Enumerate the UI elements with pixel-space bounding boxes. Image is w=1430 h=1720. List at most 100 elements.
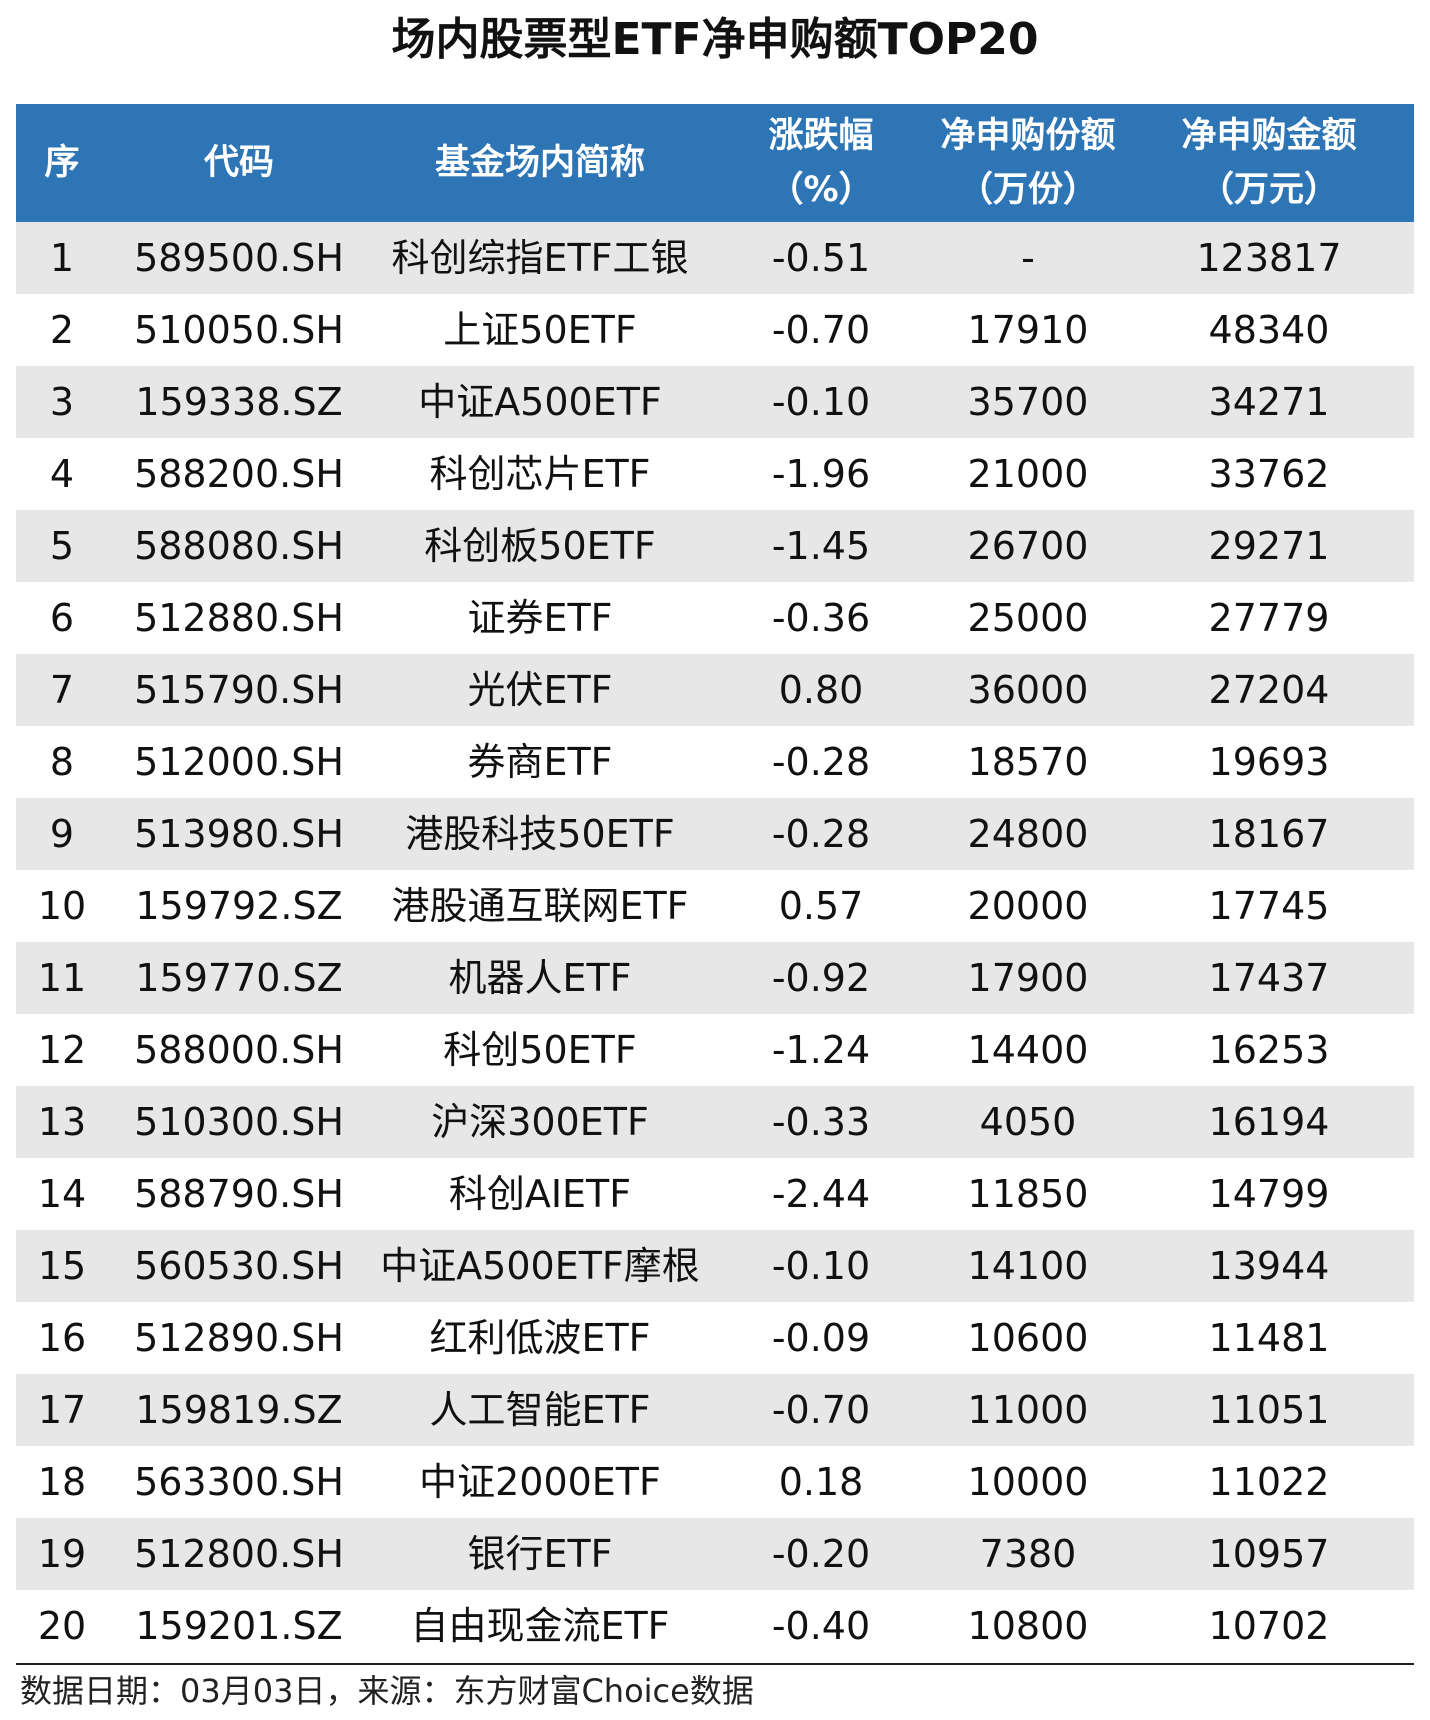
cell: 科创芯片ETF — [429, 452, 651, 496]
cell: 563300.SH — [134, 1460, 344, 1504]
cell: 9 — [16, 798, 108, 870]
column-header: 净申购金额 （万元） — [1124, 104, 1414, 222]
cell: 16253 — [1208, 1028, 1330, 1072]
cell: 11481 — [1208, 1316, 1330, 1360]
cell: 10000 — [967, 1460, 1089, 1504]
column-header: 序 — [16, 104, 108, 222]
cell: -0.70 — [771, 308, 871, 352]
cell: 16 — [37, 1316, 87, 1360]
cell: 2 — [49, 308, 75, 352]
cell: -0.51 — [710, 222, 932, 294]
cell: -0.10 — [710, 1230, 932, 1302]
cell: 中证A500ETF摩根 — [370, 1230, 710, 1302]
cell: 512800.SH — [108, 1518, 370, 1590]
cell: -0.09 — [771, 1316, 871, 1360]
cell: 0.18 — [778, 1460, 864, 1504]
cell: - — [932, 222, 1124, 294]
table-row: 10 159792.SZ 港股通互联网ETF 0.57 20000 17745 — [16, 870, 1414, 942]
cell: 33762 — [1208, 452, 1330, 496]
cell: 18 — [37, 1460, 87, 1504]
cell: 588000.SH — [134, 1028, 344, 1072]
cell: 512890.SH — [134, 1316, 344, 1360]
cell: 银行ETF — [370, 1518, 710, 1590]
table-row: 7 515790.SH 光伏ETF 0.80 36000 27204 — [16, 654, 1414, 726]
cell: 17900 — [932, 942, 1124, 1014]
cell: 12 — [37, 1028, 87, 1072]
cell: 19 — [16, 1518, 108, 1590]
cell: 7380 — [932, 1518, 1124, 1590]
cell: 11051 — [1124, 1374, 1414, 1446]
cell: 29271 — [1124, 510, 1414, 582]
cell: 14100 — [932, 1230, 1124, 1302]
cell: 17745 — [1208, 884, 1330, 928]
cell: 港股通互联网ETF — [391, 884, 689, 928]
cell: 14400 — [967, 1028, 1089, 1072]
cell: 588080.SH — [108, 510, 370, 582]
cell: 36000 — [932, 654, 1124, 726]
table-row: 19 512800.SH 银行ETF -0.20 7380 10957 — [16, 1518, 1414, 1590]
cell: 24800 — [932, 798, 1124, 870]
footer-rule — [16, 1663, 1414, 1665]
cell: 上证50ETF — [443, 308, 637, 352]
cell: 17 — [16, 1374, 108, 1446]
cell: 589500.SH — [108, 222, 370, 294]
cell: 27204 — [1124, 654, 1414, 726]
cell: 20 — [37, 1604, 87, 1648]
cell: 48340 — [1208, 308, 1330, 352]
cell: -0.10 — [710, 366, 932, 438]
cell: 560530.SH — [108, 1230, 370, 1302]
cell: -0.33 — [710, 1086, 932, 1158]
cell: 科创综指ETF工银 — [370, 222, 710, 294]
cell: -0.20 — [710, 1518, 932, 1590]
cell: 512000.SH — [134, 740, 344, 784]
cell: 26700 — [932, 510, 1124, 582]
cell: 11 — [16, 942, 108, 1014]
cell: 科创50ETF — [443, 1028, 637, 1072]
table-row: 13 510300.SH 沪深300ETF -0.33 4050 16194 — [16, 1086, 1414, 1158]
cell: 159819.SZ — [108, 1374, 370, 1446]
cell: 510050.SH — [134, 308, 344, 352]
cell: 21000 — [967, 452, 1089, 496]
cell: 159792.SZ — [135, 884, 343, 928]
cell: 红利低波ETF — [429, 1316, 651, 1360]
cell: 1 — [16, 222, 108, 294]
cell: 35700 — [932, 366, 1124, 438]
cell: 14799 — [1208, 1172, 1330, 1216]
cell: 自由现金流ETF — [410, 1604, 670, 1648]
cell: 25000 — [967, 596, 1089, 640]
cell: 0.80 — [710, 654, 932, 726]
cell: 510300.SH — [108, 1086, 370, 1158]
column-header: 代码 — [108, 104, 370, 222]
table-row: 18 563300.SH 中证2000ETF 0.18 10000 11022 — [16, 1446, 1414, 1518]
cell: 8 — [49, 740, 75, 784]
cell: 10600 — [967, 1316, 1089, 1360]
cell: 16194 — [1124, 1086, 1414, 1158]
column-header: 净申购份额 （万份） — [932, 104, 1124, 222]
cell: 证券ETF — [467, 596, 613, 640]
etf-table: 序代码 基金场内简称 涨跌幅 （%） 净申购份额 （万份） 净申购金额 （万元） 1 58… — [16, 104, 1414, 1662]
table-row: 4 588200.SH 科创芯片ETF -1.96 21000 33762 — [16, 438, 1414, 510]
cell: 13944 — [1124, 1230, 1414, 1302]
cell: 34271 — [1124, 366, 1414, 438]
cell: 科创AIETF — [448, 1172, 632, 1216]
cell: 18167 — [1124, 798, 1414, 870]
table-body: 1 589500.SH 科创综指ETF工银 -0.51- 12 3 8 17 2 510050.S… — [16, 222, 1414, 1662]
table-row: 2 510050.SH 上证50ETF -0.70 17910 48340 — [16, 294, 1414, 366]
cell: 沪深300ETF — [370, 1086, 710, 1158]
cell: 14 — [37, 1172, 87, 1216]
cell: 159770.SZ — [108, 942, 370, 1014]
cell: 20000 — [967, 884, 1089, 928]
cell: 3 — [16, 366, 108, 438]
cell: 515790.SH — [108, 654, 370, 726]
table-row: 6 512880.SH 证券ETF -0.36 25000 27779 — [16, 582, 1414, 654]
cell: 159201.SZ — [135, 1604, 343, 1648]
cell: 17910 — [967, 308, 1089, 352]
table-row: 11 159770.SZ 机器人ETF -0.92 17900 17437 — [16, 942, 1414, 1014]
cell: 中证A500ETF — [370, 366, 710, 438]
cell: 光伏ETF — [370, 654, 710, 726]
cell: 11022 — [1208, 1460, 1330, 1504]
cell: 15 — [16, 1230, 108, 1302]
cell: -1.45 — [710, 510, 932, 582]
cell: 159338.SZ — [108, 366, 370, 438]
table-row: 9 513980.SH 港股科技50ETF -0.28 24800 18167 — [16, 798, 1414, 870]
